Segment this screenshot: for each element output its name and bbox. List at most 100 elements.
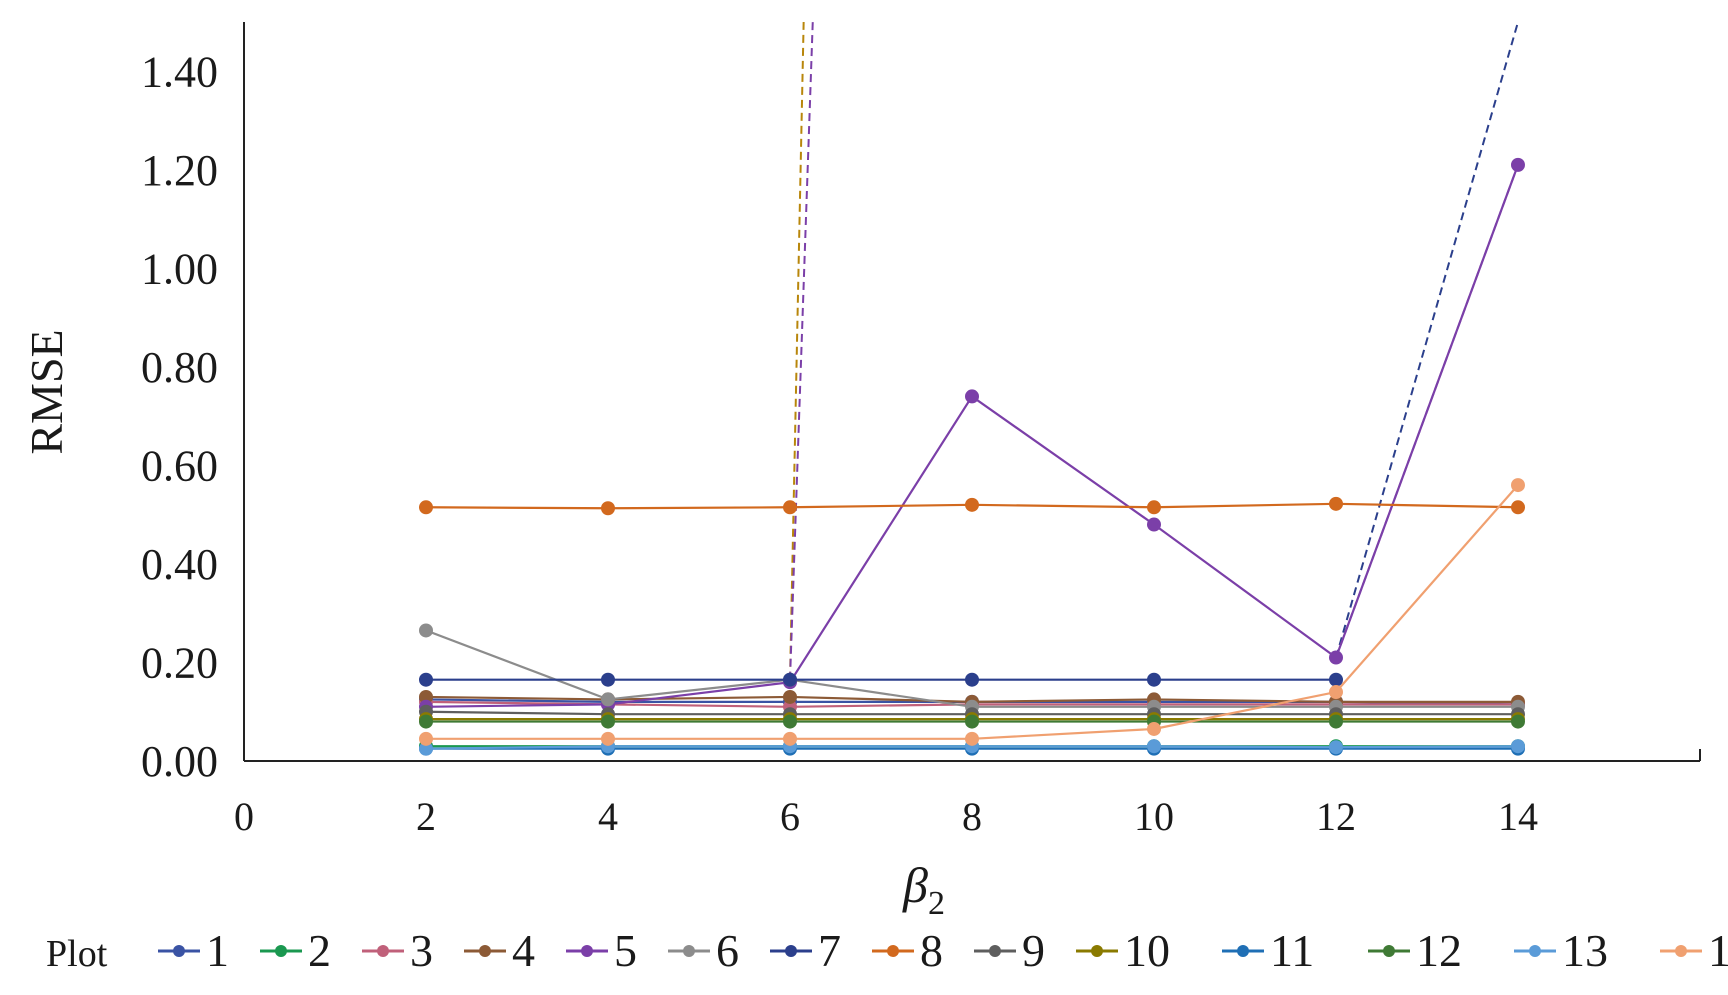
legend-label: 4 [512,925,535,976]
data-point-series-7 [965,672,979,687]
data-point-series-7 [601,672,615,687]
legend-label: 11 [1270,925,1314,976]
legend-item-11: 11 [1222,925,1314,976]
x-tick-label: 6 [780,794,800,839]
x-tick-label: 4 [598,794,618,839]
x-tick-label: 12 [1316,794,1356,839]
trendline [1335,21,1519,658]
legend-marker-swatch [1383,945,1395,957]
legend-label: 8 [920,925,943,976]
legend-item-10: 10 [1076,925,1170,976]
legend-marker-swatch [377,945,389,957]
legend-label: 3 [410,925,433,976]
legend-item-1: 1 [158,925,229,976]
series-line-5 [425,164,1520,708]
data-point-series-8 [965,497,979,512]
data-point-series-6 [419,623,433,638]
legend-label: 7 [818,925,841,976]
data-point-series-8 [1329,496,1343,511]
data-point-series-8 [1511,500,1525,515]
legend-marker-swatch [479,945,491,957]
legend-item-6: 6 [668,925,739,976]
legend-marker-swatch [1237,945,1249,957]
legend-marker-swatch [581,945,593,957]
x-tick-label: 8 [962,794,982,839]
legend-item-3: 3 [362,925,433,976]
data-point-series-8 [419,500,433,515]
legend: Plot 1234567891011121314 [46,925,1728,976]
data-point-series-8 [601,501,615,516]
y-tick-label: 0.00 [141,737,218,786]
legend-label: 2 [308,925,331,976]
data-point-series-5 [1329,650,1343,665]
data-point-series-7 [419,672,433,687]
legend-item-5: 5 [566,925,637,976]
x-axis [244,749,1701,762]
y-tick-label: 0.80 [141,343,218,392]
data-point-series-7 [1329,672,1343,687]
data-point-series-6 [601,692,615,707]
x-tick-label: 10 [1134,794,1174,839]
legend-marker-swatch [1675,945,1687,957]
y-tick-label: 1.20 [141,146,218,195]
data-point-series-7 [783,672,797,687]
y-tick-label: 0.60 [141,441,218,490]
y-axis-title: RMSE [21,329,72,454]
legend-item-4: 4 [464,925,535,976]
trendline [789,21,805,680]
legend-label: 14 [1708,925,1728,976]
legend-marker-swatch [785,945,797,957]
x-tick-label: 2 [416,794,436,839]
data-point-series-14 [965,731,979,746]
y-tick-label: 1.40 [141,47,218,96]
legend-marker-swatch [989,945,1001,957]
legend-item-13: 13 [1514,925,1608,976]
data-point-series-12 [601,714,615,729]
x-axis-title-subscript: 2 [928,885,945,922]
data-point-series-12 [419,714,433,729]
data-point-series-4 [783,689,797,704]
legend-title: Plot [46,933,108,975]
data-point-series-12 [1329,714,1343,729]
data-point-series-14 [1511,478,1525,493]
data-point-series-8 [783,500,797,515]
y-tick-label: 1.00 [141,244,218,293]
legend-item-12: 12 [1368,925,1462,976]
x-tick-label: 14 [1498,794,1538,839]
legend-label: 12 [1416,925,1462,976]
data-point-series-5 [1147,517,1161,532]
data-point-series-12 [1511,714,1525,729]
data-point-series-7 [1147,672,1161,687]
legend-label: 6 [716,925,739,976]
legend-marker-swatch [173,945,185,957]
legend-item-7: 7 [770,925,841,976]
data-point-series-14 [783,731,797,746]
legend-label: 1 [206,925,229,976]
data-point-series-14 [419,731,433,746]
series-points [419,157,1525,756]
trendlines [789,21,1519,680]
legend-item-2: 2 [260,925,331,976]
legend-label: 10 [1124,925,1170,976]
x-axis-title: β2 [902,857,945,922]
legend-label: 5 [614,925,637,976]
y-tick-labels: 0.00 0.20 0.40 0.60 0.80 1.00 1.20 1.40 [141,47,218,786]
legend-marker-swatch [887,945,899,957]
data-point-series-14 [1329,685,1343,700]
data-point-series-14 [1147,721,1161,736]
x-tick-label: 0 [234,794,254,839]
data-point-series-12 [965,714,979,729]
legend-marker-swatch [683,945,695,957]
data-point-series-8 [1147,500,1161,515]
data-point-series-5 [1511,157,1525,172]
data-point-series-4 [419,689,433,704]
legend-item-9: 9 [974,925,1045,976]
data-point-series-13 [1329,740,1343,755]
series-lines [425,164,1520,750]
legend-label: 13 [1562,925,1608,976]
y-tick-label: 0.40 [141,540,218,589]
x-axis-title-symbol: β [902,857,928,913]
legend-label: 9 [1022,925,1045,976]
y-tick-label: 0.20 [141,638,218,687]
